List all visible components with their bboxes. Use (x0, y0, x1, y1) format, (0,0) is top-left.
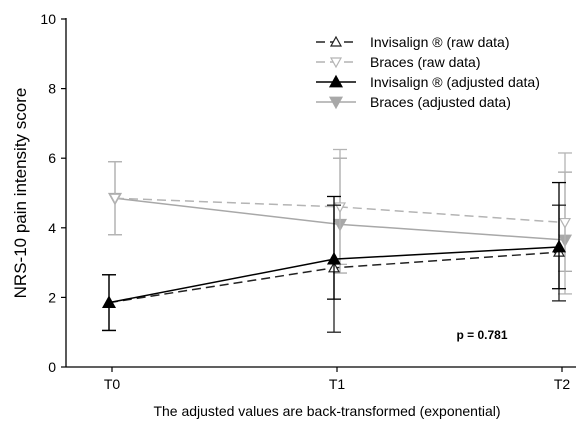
y-tick-label: 2 (48, 289, 56, 305)
y-tick-label: 6 (48, 150, 56, 166)
data-point (108, 193, 122, 205)
y-axis-label: NRS-10 pain intensity score (11, 88, 30, 299)
series-2 (101, 181, 567, 332)
legend-label: Braces (adjusted data) (370, 94, 511, 110)
y-tick-label: 10 (40, 11, 56, 27)
legend: Invisalign ® (raw data) Braces (raw data)… (316, 34, 540, 110)
footnote: The adjusted values are back-transformed… (153, 403, 500, 419)
data-point (558, 217, 572, 229)
legend-marker (328, 74, 344, 88)
x-tick-label: T1 (329, 376, 346, 392)
axes: 0 2 4 6 8 10 T0 T1 T2 (40, 11, 576, 392)
x-tick-label: T2 (554, 376, 571, 392)
legend-marker (329, 35, 343, 47)
y-tick-label: 4 (48, 220, 56, 236)
data-point (101, 295, 117, 309)
y-tick-label: 0 (48, 359, 56, 375)
legend-label: Braces (raw data) (370, 54, 480, 70)
x-tick-label: T0 (104, 376, 121, 392)
data-point (551, 239, 567, 253)
legend-label: Invisalign ® (raw data) (370, 34, 509, 50)
legend-label: Invisalign ® (adjusted data) (370, 74, 540, 90)
y-tick-label: 8 (48, 81, 56, 97)
legend-marker (328, 96, 344, 110)
legend-marker (329, 57, 343, 69)
series-layer (101, 148, 573, 333)
p-value-annotation: p = 0.781 (456, 328, 507, 342)
data-point (326, 251, 342, 265)
